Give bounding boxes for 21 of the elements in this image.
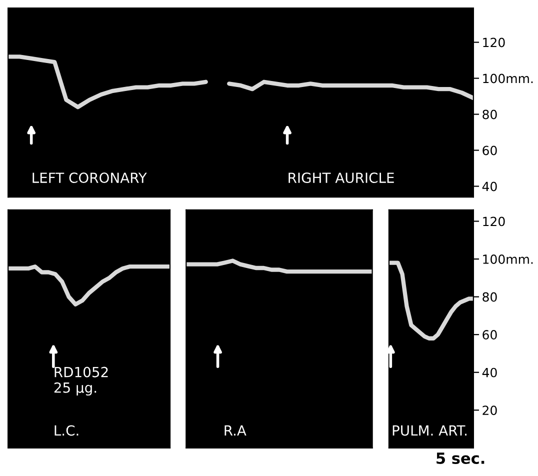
line-series bbox=[388, 260, 474, 340]
y-tick-label: 120 bbox=[483, 38, 505, 48]
y-tick-label: 40 bbox=[482, 368, 497, 378]
text: RD1052 25 µg. bbox=[54, 366, 108, 396]
y-tick-label: 60 bbox=[482, 146, 497, 156]
annotation: PULM. ART. bbox=[392, 425, 466, 436]
line-series bbox=[8, 54, 208, 110]
y-tick-label: 40 bbox=[482, 182, 497, 192]
y-tick-label: 80 bbox=[482, 110, 497, 120]
y-tick-label: 20 bbox=[482, 406, 497, 416]
text: L.C. bbox=[54, 425, 78, 436]
y-tick-label: 60 bbox=[482, 330, 497, 340]
y-tick-label: 100mm. bbox=[483, 74, 533, 84]
y-tick-label: 100mm. bbox=[483, 254, 533, 264]
line-series bbox=[227, 80, 474, 100]
text: R.A bbox=[224, 425, 246, 436]
annotation: RIGHT AURICLE bbox=[288, 172, 394, 184]
annotation: LEFT CORONARY bbox=[32, 172, 147, 184]
text: 5 sec. bbox=[436, 452, 484, 464]
y-tick-label: 120 bbox=[483, 216, 505, 226]
y-tick-label: 80 bbox=[482, 292, 497, 302]
